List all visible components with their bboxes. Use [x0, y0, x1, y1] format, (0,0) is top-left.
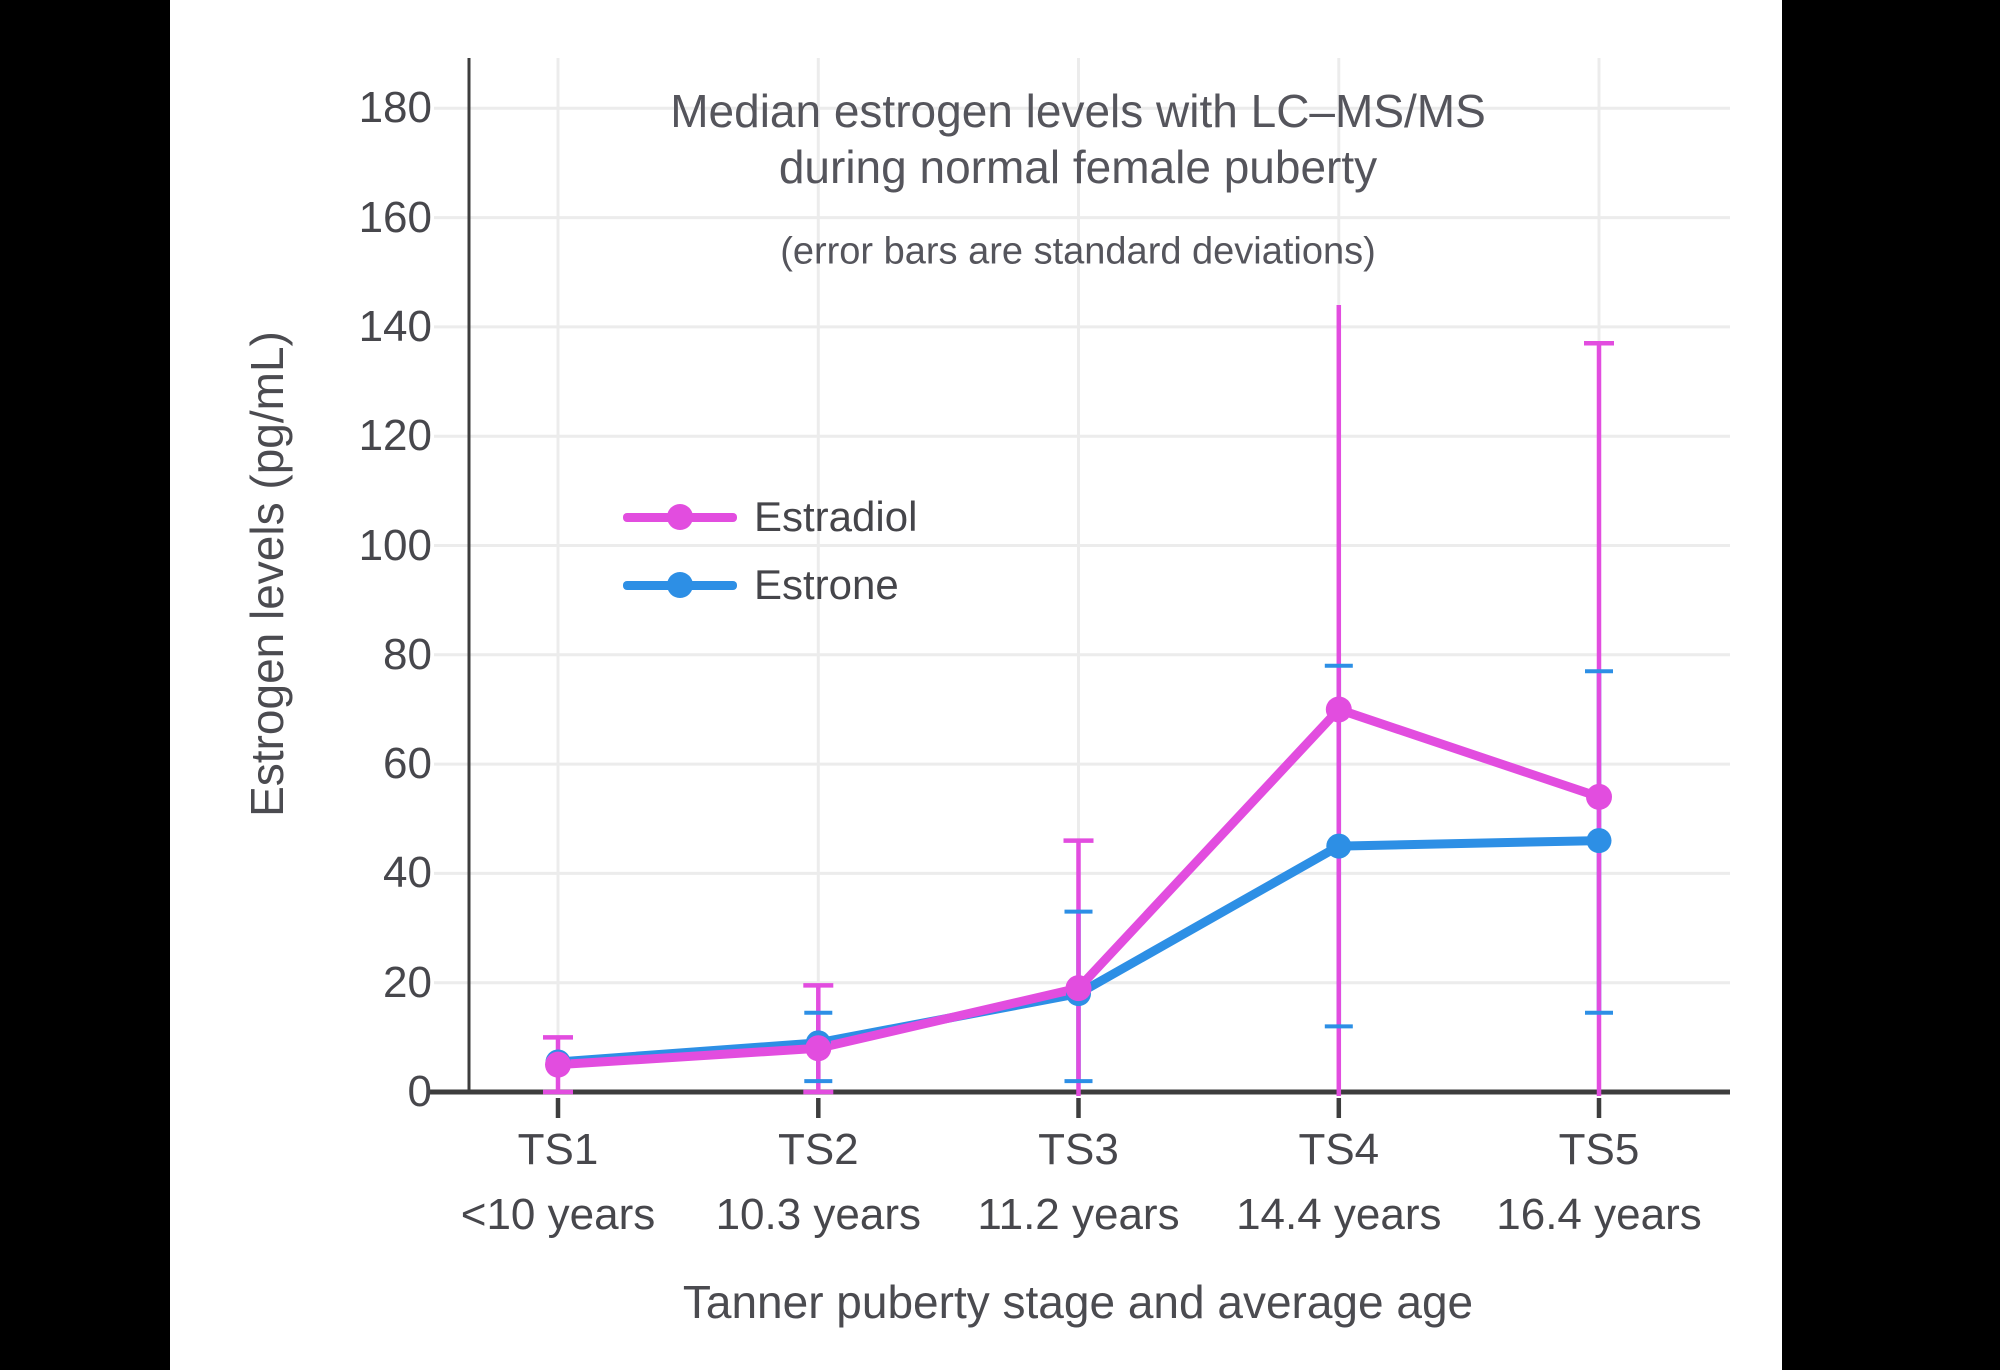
legend-label-estrone: Estrone — [754, 561, 899, 608]
y-tick-label-120: 120 — [358, 411, 432, 461]
chart-title-line2: during normal female puberty — [778, 141, 1378, 193]
chart-title-line1: Median estrogen levels with LC–MS/MS — [670, 85, 1486, 137]
x-stage-label-ts5: TS5 — [1558, 1125, 1640, 1174]
estrone-legend-line-swatch — [623, 572, 737, 598]
y-tick-label-40: 40 — [383, 848, 432, 898]
estradiol-point-ts1 — [545, 1051, 571, 1078]
legend-item-estradiol: Estradiol — [623, 493, 918, 540]
legend-label-estradiol: Estradiol — [754, 493, 918, 540]
y-tick-label-100: 100 — [358, 520, 432, 570]
chart-panel — [170, 0, 1782, 1370]
legend-item-estrone: Estrone — [623, 561, 917, 608]
y-tick-label-0: 0 — [407, 1067, 432, 1116]
estradiol-point-ts2 — [805, 1035, 832, 1062]
x-stage-label-ts4: TS4 — [1298, 1125, 1380, 1174]
x-stage-label-ts3: TS3 — [1038, 1125, 1119, 1174]
y-axis-title: Estrogen levels (pg/mL) — [241, 331, 293, 817]
x-stage-label-ts1: TS1 — [517, 1125, 599, 1174]
estradiol-point-ts4 — [1325, 696, 1352, 723]
x-stage-label-ts2: TS2 — [777, 1125, 859, 1174]
x-age-label-ts5: 16.4 years — [1496, 1190, 1702, 1239]
estrone-point-ts5 — [1586, 828, 1612, 854]
estrone-legend-dot — [667, 572, 693, 598]
estradiol-legend-dot — [667, 504, 693, 530]
y-tick-label-20: 20 — [383, 957, 432, 1007]
y-tick-label-180: 180 — [358, 83, 432, 133]
y-tick-label-80: 80 — [383, 629, 432, 679]
estradiol-point-ts3 — [1065, 975, 1092, 1002]
x-age-label-ts3: 11.2 years — [977, 1190, 1180, 1239]
y-tick-label-160: 160 — [358, 192, 432, 242]
x-age-label-ts4: 14.4 years — [1236, 1190, 1442, 1239]
x-axis-title: Tanner puberty stage and average age — [682, 1276, 1474, 1328]
y-tick-label-140: 140 — [358, 301, 432, 351]
estrone-point-ts4 — [1326, 833, 1352, 859]
x-age-label-ts2: 10.3 years — [715, 1190, 922, 1239]
legend: Estradiol Estrone — [623, 493, 918, 608]
y-tick-label-60: 60 — [383, 739, 432, 789]
estradiol-point-ts5 — [1586, 783, 1612, 810]
x-age-label-ts1: <10 years — [460, 1190, 656, 1239]
estradiol-legend-line-swatch — [623, 504, 737, 530]
chart-subtitle: (error bars are standard deviations) — [780, 230, 1376, 273]
